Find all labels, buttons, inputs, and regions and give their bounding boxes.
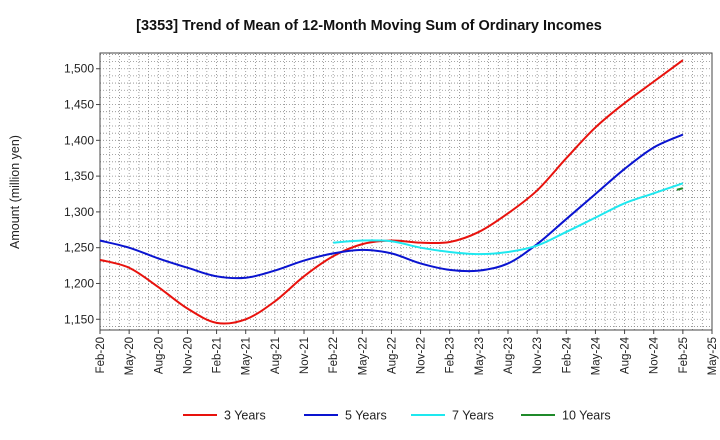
series-line-7-years — [333, 182, 684, 256]
x-tick-label: Feb-25 — [678, 337, 690, 373]
x-tick-label: May-25 — [707, 337, 719, 375]
x-tick-label: May-23 — [474, 337, 486, 375]
series-line-10-years — [676, 187, 684, 191]
x-tick-label: Feb-23 — [445, 337, 457, 373]
x-tick-label: May-22 — [357, 337, 369, 375]
grid — [99, 53, 713, 330]
x-tick-label: Nov-20 — [182, 337, 194, 374]
x-tick-label: Feb-20 — [95, 337, 107, 373]
y-axis-label: Amount (million yen) — [8, 135, 22, 249]
y-tick-label: 1,500 — [64, 62, 94, 76]
series-lines — [99, 59, 684, 325]
x-tick-label: Aug-23 — [503, 337, 515, 374]
x-tick-label: Aug-22 — [386, 337, 398, 374]
x-tick-label: May-21 — [241, 337, 253, 375]
x-tick-label: May-24 — [590, 336, 602, 375]
y-axis-ticks: 1,150 1,200 1,250 1,300 1,350 1,400 1,450 1,500 — [64, 62, 100, 326]
x-tick-label: Nov-23 — [532, 337, 544, 374]
y-tick-label: 1,400 — [64, 133, 94, 147]
x-tick-label: May-20 — [124, 337, 136, 375]
x-tick-label: Nov-24 — [649, 336, 661, 374]
x-tick-label: Feb-22 — [328, 337, 340, 373]
legend: 3 Years 5 Years 7 Years 10 Years — [183, 409, 611, 423]
y-tick-label: 1,450 — [64, 98, 94, 112]
y-tick-label: 1,300 — [64, 205, 94, 219]
y-tick-label: 1,200 — [64, 276, 94, 290]
x-tick-label: Nov-22 — [416, 337, 428, 374]
legend-label-5-years: 5 Years — [345, 409, 387, 423]
x-tick-label: Nov-21 — [299, 337, 311, 374]
x-tick-label: Feb-24 — [561, 336, 573, 373]
legend-label-10-years: 10 Years — [562, 409, 611, 423]
x-tick-label: Feb-21 — [212, 337, 224, 373]
series-line-5-years — [99, 133, 684, 280]
y-tick-label: 1,250 — [64, 241, 94, 255]
plot-area — [99, 52, 713, 331]
legend-label-3-years: 3 Years — [224, 409, 266, 423]
y-tick-label: 1,150 — [64, 312, 94, 326]
x-tick-label: Aug-20 — [153, 337, 165, 374]
chart-title: [3353] Trend of Mean of 12-Month Moving … — [136, 18, 602, 34]
legend-label-7-years: 7 Years — [452, 409, 494, 423]
x-tick-label: Aug-24 — [620, 336, 632, 374]
x-axis-ticks: Feb-20 May-20 Aug-20 Nov-20 Feb-21 May-21 Aug-… — [95, 330, 719, 375]
x-tick-label: Aug-21 — [270, 337, 282, 374]
y-tick-label: 1,350 — [64, 169, 94, 183]
